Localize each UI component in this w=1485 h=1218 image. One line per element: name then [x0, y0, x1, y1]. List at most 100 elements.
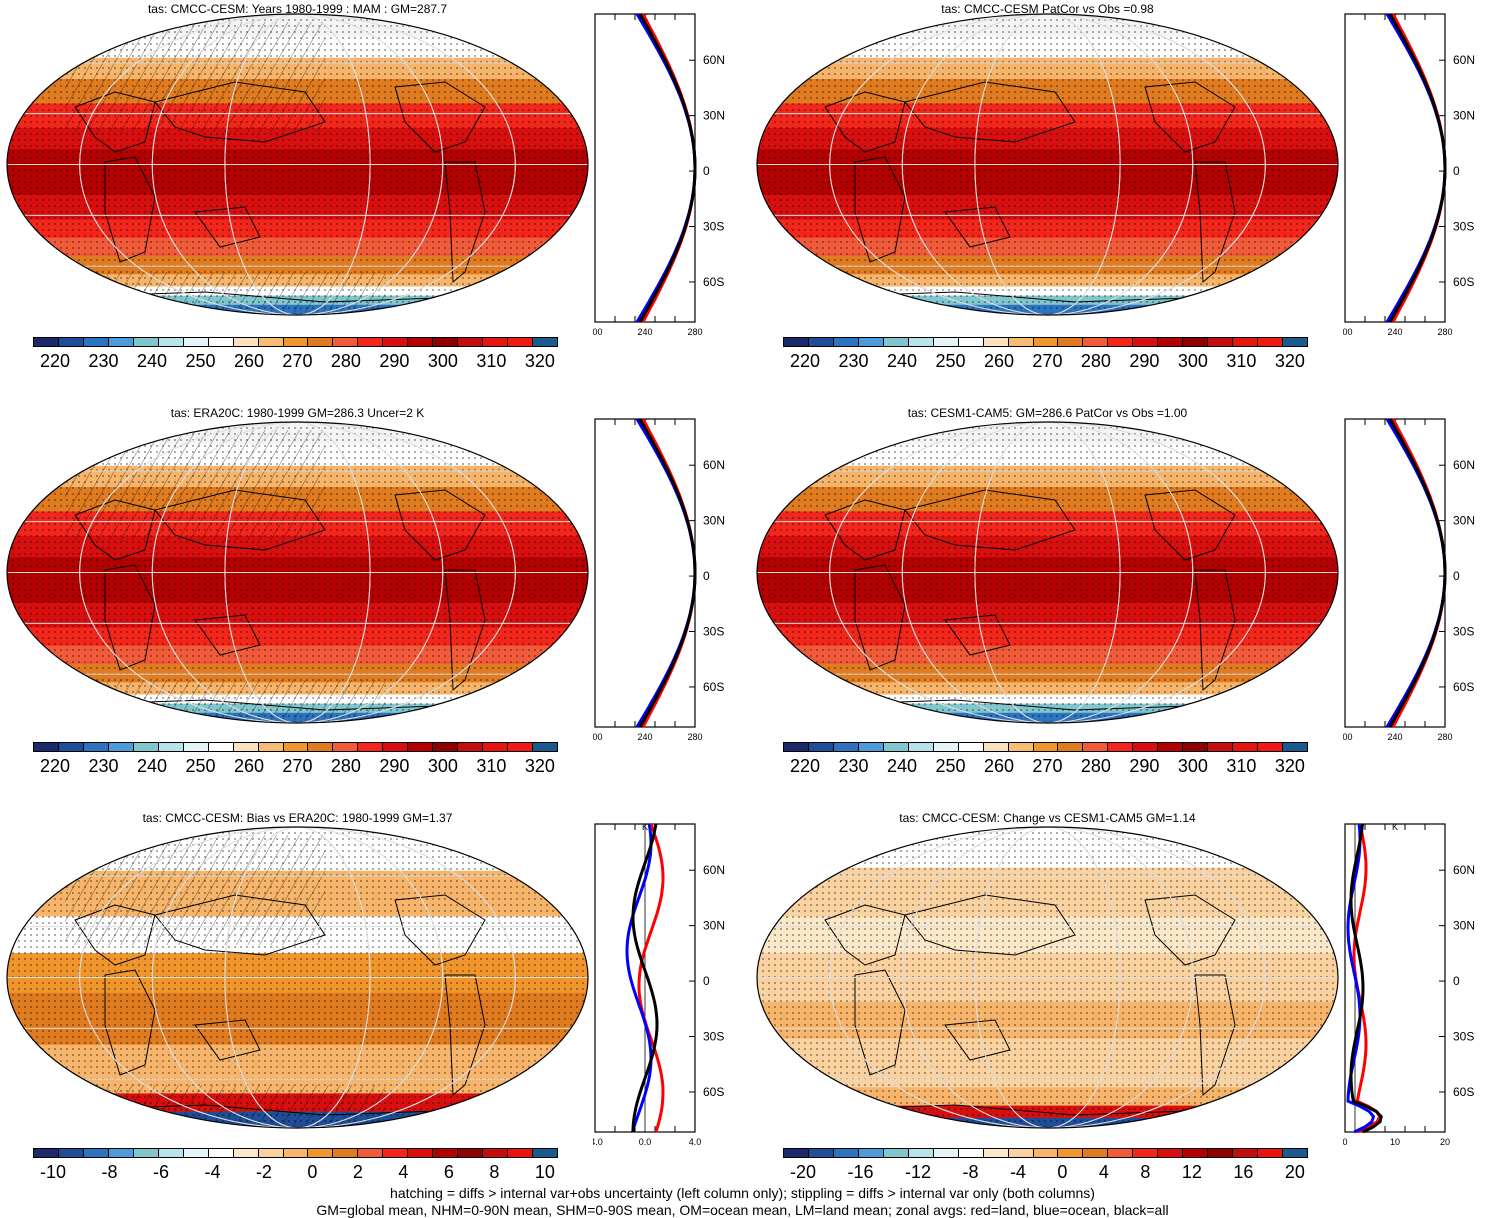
colorbar-tick-label: 290	[1129, 351, 1160, 371]
zonal-lat-label: 30N	[703, 109, 725, 123]
colorbar-swatch	[1083, 338, 1109, 346]
zonal-lat-label: 60N	[1453, 53, 1475, 67]
colorbar-tick-label: -8	[962, 1162, 979, 1182]
colorbar-tick-label: 230	[88, 351, 119, 371]
zonal-lat-label: 30S	[703, 220, 724, 234]
colorbar-labels-p3: 220 230 240 250 260 270 280 290 300 310 320	[40, 756, 555, 777]
colorbar-swatch	[1033, 743, 1059, 751]
colorbar-swatch	[458, 1149, 484, 1157]
zonal-lat-label: 0	[1453, 164, 1460, 178]
colorbar-labels-p6: -20 -16 -12 -8 -4 0 4 8 12 16 20	[790, 1162, 1305, 1183]
colorbar-swatch	[1183, 338, 1209, 346]
colorbar-swatch	[833, 338, 859, 346]
colorbar-tick-label: 310	[1226, 756, 1257, 776]
colorbar-swatch	[858, 743, 884, 751]
zonal-lat-label: 0	[703, 569, 710, 583]
colorbar-swatch	[433, 743, 459, 751]
footer-note-hatching: hatching = diffs > internal var+obs unce…	[390, 1185, 1095, 1201]
colorbar-tick-label: 310	[476, 351, 507, 371]
zonal-lat-label: 30S	[703, 625, 724, 639]
colorbar-swatch	[858, 1149, 884, 1157]
zonal-x-tick-label: -4.0	[593, 1137, 603, 1147]
colorbar-tick-label: 280	[1080, 756, 1111, 776]
zonal-mean-plot-p1: K20024028060N30N030S60S	[593, 12, 725, 337]
colorbar-tick-label: 280	[330, 756, 361, 776]
colorbar-tick-label: -20	[790, 1162, 817, 1182]
colorbar-swatch	[508, 1149, 534, 1157]
colorbar-tick-label: 4	[398, 1162, 409, 1182]
colorbar-tick-label: 270	[1032, 756, 1063, 776]
zonal-lat-label: 60N	[703, 863, 725, 877]
colorbar-swatch	[408, 1149, 434, 1157]
zonal-lat-label: 30N	[703, 514, 725, 528]
colorbar-swatch	[908, 1149, 934, 1157]
colorbar-tick-label: 16	[1233, 1162, 1254, 1182]
colorbar-labels-p2: 220 230 240 250 260 270 280 290 300 310 320	[790, 351, 1305, 372]
colorbar-swatch	[333, 743, 359, 751]
zonal-mean-plot-p6: K 0 10 20 60N 30N 0 30S 60S	[1343, 822, 1475, 1147]
colorbar-swatch	[408, 338, 434, 346]
zonal-lat-label: 30N	[1453, 109, 1475, 123]
world-map-p3	[6, 421, 589, 724]
zonal-series-line	[641, 418, 697, 728]
colorbar-tick-label: 220	[790, 756, 821, 776]
colorbar-labels-p4: 220 230 240 250 260 270 280 290 300 310 320	[790, 756, 1305, 777]
colorbar-swatch	[983, 743, 1009, 751]
zonal-x-tick-label: 200	[593, 732, 603, 742]
colorbar-tick-label: 320	[1274, 756, 1305, 776]
colorbar-swatch	[1258, 1149, 1284, 1157]
colorbar-swatch	[784, 1149, 809, 1157]
zonal-lat-label: 0	[703, 164, 710, 178]
colorbar-swatch	[533, 743, 558, 751]
zonal-lat-label: 30N	[1453, 514, 1475, 528]
zonal-mean-plot-p4: K20024028060N30N030S60S	[1343, 417, 1475, 742]
colorbar-swatch	[308, 743, 334, 751]
colorbar-swatch	[233, 1149, 259, 1157]
colorbar-tick-label: -4	[1009, 1162, 1026, 1182]
zonal-lat-label: 0	[703, 974, 710, 988]
colorbar-swatch	[1108, 338, 1134, 346]
colorbar-p3	[33, 742, 558, 752]
colorbar-swatch	[1208, 743, 1234, 751]
zonal-lat-label: 60S	[1453, 1085, 1474, 1099]
colorbar-tick-label: 240	[136, 756, 168, 776]
colorbar-tick-label: 250	[935, 351, 966, 371]
colorbar-tick-label: 290	[379, 756, 410, 776]
colorbar-tick-label: -6	[152, 1162, 169, 1182]
colorbar-swatch	[133, 1149, 159, 1157]
colorbar-swatch	[258, 338, 284, 346]
colorbar-swatch	[508, 743, 534, 751]
colorbar-tick-label: 280	[1080, 351, 1111, 371]
colorbar-tick-label: 2	[352, 1162, 363, 1182]
colorbar-swatch	[158, 743, 184, 751]
colorbar-p6	[783, 1148, 1308, 1158]
zonal-series-line	[1391, 13, 1447, 323]
colorbar-swatch	[383, 743, 409, 751]
colorbar-tick-label: 260	[233, 351, 264, 371]
colorbar-swatch	[1158, 743, 1184, 751]
colorbar-tick-label: 310	[1226, 351, 1257, 371]
colorbar-swatch	[258, 1149, 284, 1157]
colorbar-swatch	[333, 338, 359, 346]
zonal-series-line	[637, 823, 665, 1133]
zonal-x-tick-label: 280	[687, 732, 702, 742]
zonal-x-tick-label: 280	[1437, 732, 1452, 742]
colorbar-swatch	[1108, 1149, 1134, 1157]
colorbar-p1	[33, 337, 558, 347]
zonal-unit-label: K	[1392, 822, 1398, 832]
zonal-lat-label: 0	[1453, 974, 1460, 988]
colorbar-swatch	[1083, 743, 1109, 751]
colorbar-swatch	[433, 1149, 459, 1157]
colorbar-tick-label: 260	[983, 351, 1014, 371]
colorbar-labels-p5: -10 -8 -6 -4 -2 0 2 4 6 8 10	[40, 1162, 555, 1183]
colorbar-swatch	[383, 338, 409, 346]
colorbar-swatch	[283, 1149, 309, 1157]
colorbar-tick-label: 320	[524, 756, 555, 776]
colorbar-tick-label: 12	[1181, 1162, 1202, 1182]
colorbar-p2	[783, 337, 1308, 347]
colorbar-swatch	[83, 743, 109, 751]
zonal-lat-label: 30N	[1453, 919, 1475, 933]
zonal-x-tick-label: 200	[1343, 327, 1353, 337]
colorbar-tick-label: 300	[427, 351, 458, 371]
